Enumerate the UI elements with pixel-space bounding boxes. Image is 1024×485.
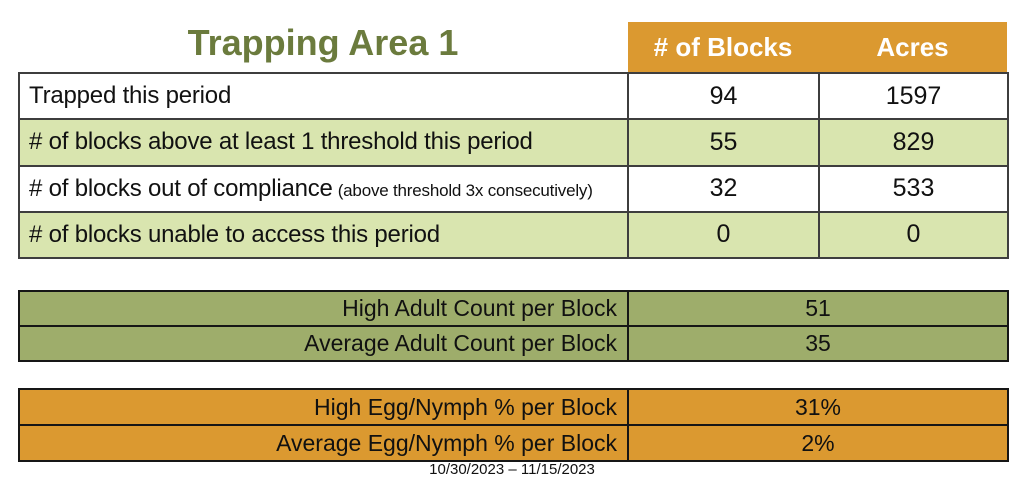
page-title: Trapping Area 1: [187, 22, 459, 63]
acres-value: 0: [818, 210, 1009, 260]
row-label: High Adult Count per Block: [18, 290, 629, 327]
acres-value: 533: [818, 164, 1009, 213]
table-row-above-threshold: # of blocks above at least 1 threshold t…: [18, 118, 1009, 167]
table-row-unable-to-access: # of blocks unable to access this period…: [18, 210, 1009, 260]
blocks-value: 32: [627, 164, 820, 213]
table-row-high-egg-nymph: High Egg/Nymph % per Block 31%: [18, 388, 1009, 426]
adult-count-table: High Adult Count per Block 51 Average Ad…: [18, 290, 1009, 362]
blocks-value: 0: [627, 210, 820, 260]
row-label: # of blocks unable to access this period: [18, 210, 629, 260]
row-label: # of blocks above at least 1 threshold t…: [18, 118, 629, 167]
row-label: Trapped this period: [18, 71, 629, 121]
date-range: 10/30/2023 – 11/15/2023: [429, 461, 595, 478]
column-headers: # of Blocks Acres: [628, 22, 1007, 72]
row-value: 51: [627, 290, 1009, 327]
table-row-trapped: Trapped this period 94 1597: [18, 71, 1009, 121]
egg-nymph-table: High Egg/Nymph % per Block 31% Average E…: [18, 388, 1009, 462]
row-label: Average Adult Count per Block: [18, 325, 629, 362]
acres-value: 829: [818, 118, 1009, 167]
table-row-out-of-compliance: # of blocks out of compliance (above thre…: [18, 164, 1009, 213]
row-label-text: Trapped this period: [29, 82, 232, 110]
table-row-high-adult-count: High Adult Count per Block 51: [18, 290, 1009, 327]
row-label-text: # of blocks out of compliance: [29, 174, 333, 202]
row-label-note: (above threshold 3x consecutively): [337, 180, 593, 200]
row-label: Average Egg/Nymph % per Block: [18, 424, 629, 462]
blocks-value: 55: [627, 118, 820, 167]
row-label-text: # of blocks unable to access this period: [29, 220, 440, 248]
row-value: 35: [627, 325, 1009, 362]
blocks-value: 94: [627, 71, 820, 121]
row-value: 31%: [627, 388, 1009, 426]
acres-value: 1597: [818, 71, 1009, 121]
trapping-summary-table: Trapped this period 94 1597 # of blocks …: [18, 71, 1009, 260]
row-label-text: # of blocks above at least 1 threshold t…: [29, 128, 533, 156]
table-row-average-egg-nymph: Average Egg/Nymph % per Block 2%: [18, 424, 1009, 462]
row-label: # of blocks out of compliance (above thre…: [18, 164, 629, 213]
table-row-average-adult-count: Average Adult Count per Block 35: [18, 325, 1009, 362]
row-value: 2%: [627, 424, 1009, 462]
column-header-blocks: # of Blocks: [653, 31, 793, 62]
column-header-acres: Acres: [876, 31, 949, 62]
row-label: High Egg/Nymph % per Block: [18, 388, 629, 426]
